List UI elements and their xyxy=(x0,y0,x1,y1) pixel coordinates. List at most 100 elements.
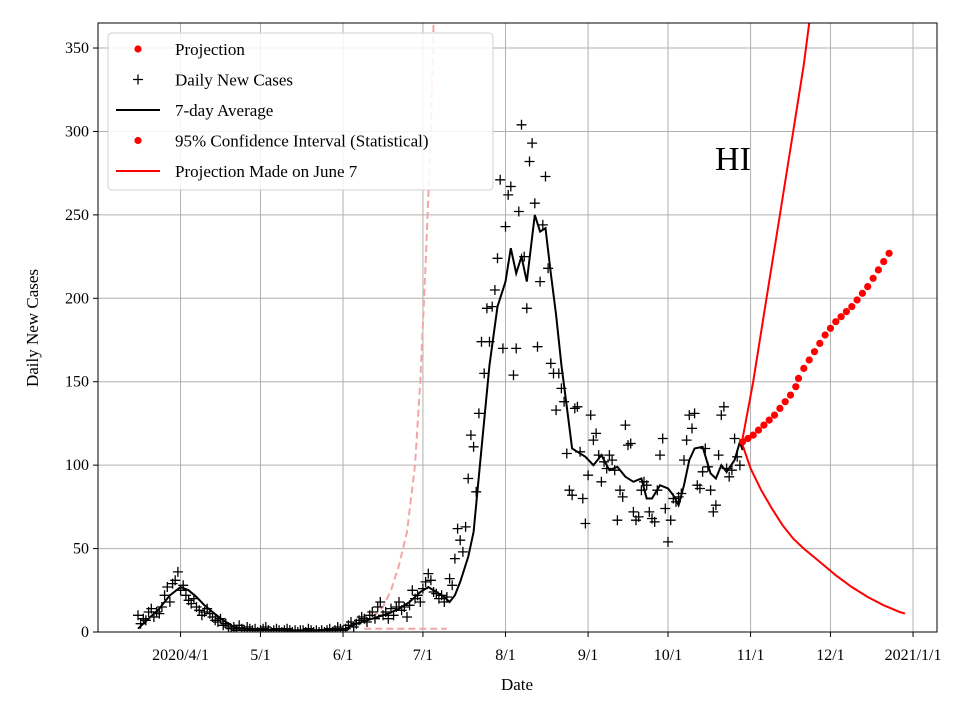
legend-marker-plus xyxy=(133,74,143,85)
legend-label: 95% Confidence Interval (Statistical) xyxy=(175,132,429,151)
state-annotation: HI xyxy=(715,141,751,178)
daily-case-point xyxy=(625,438,636,449)
daily-case-point xyxy=(487,301,498,312)
legend: Projection Daily New Cases 7-day Average 95… xyxy=(107,32,494,191)
daily-case-point xyxy=(697,466,708,477)
daily-case-point xyxy=(663,536,673,547)
x-tick-label: 2021/1/1 xyxy=(885,647,942,664)
daily-case-point xyxy=(521,303,532,314)
daily-case-point xyxy=(716,410,727,421)
daily-case-point xyxy=(734,460,745,471)
y-tick-label: 300 xyxy=(65,123,89,140)
daily-case-point xyxy=(583,470,594,481)
daily-case-point xyxy=(218,620,229,631)
y-tick-label: 250 xyxy=(65,207,89,224)
daily-case-point xyxy=(287,627,298,632)
daily-case-point xyxy=(457,546,468,557)
daily-case-point xyxy=(649,516,660,527)
y-tick-label: 100 xyxy=(65,457,89,474)
daily-case-point xyxy=(154,608,165,619)
seven-day-average-line xyxy=(137,214,744,632)
daily-case-point xyxy=(375,597,386,607)
x-tick-label: 8/1 xyxy=(495,647,515,664)
daily-case-point xyxy=(612,515,623,526)
projection-point xyxy=(794,374,803,382)
daily-case-point xyxy=(415,597,426,607)
daily-case-point xyxy=(561,448,572,459)
projection-point xyxy=(770,411,779,419)
plot-series xyxy=(133,23,906,632)
daily-case-point xyxy=(729,433,740,444)
daily-case-point xyxy=(495,174,506,185)
projection-point xyxy=(885,249,893,257)
projection-point xyxy=(837,313,845,321)
daily-case-point xyxy=(308,627,319,632)
y-tick-label: 0 xyxy=(81,624,89,641)
projection-point xyxy=(754,426,763,434)
daily-case-point xyxy=(460,521,471,532)
daily-case-point xyxy=(718,401,729,412)
projection-point xyxy=(858,289,867,297)
daily-case-point xyxy=(500,221,511,232)
daily-case-point xyxy=(633,511,644,522)
plot-frame xyxy=(97,22,938,633)
daily-case-point xyxy=(660,503,671,514)
daily-case-point xyxy=(314,627,325,632)
x-tick-label: 5/1 xyxy=(250,647,270,664)
daily-case-point xyxy=(481,303,492,314)
daily-case-point xyxy=(455,535,466,546)
daily-case-point xyxy=(655,450,665,461)
daily-case-point xyxy=(492,253,503,264)
daily-case-point xyxy=(444,573,455,584)
daily-case-point xyxy=(607,455,618,466)
daily-case-point xyxy=(407,585,418,596)
ci-upper-line xyxy=(741,23,811,439)
daily-case-point xyxy=(689,408,700,419)
projection-point xyxy=(853,296,861,304)
daily-case-point xyxy=(591,428,602,439)
daily-case-point xyxy=(465,430,476,441)
x-tick-label: 12/1 xyxy=(816,647,844,664)
daily-case-point xyxy=(242,622,253,632)
daily-case-point xyxy=(383,613,394,624)
projection-point xyxy=(776,404,784,412)
legend-marker-dot xyxy=(134,45,142,53)
daily-case-point xyxy=(588,435,599,446)
daily-case-point xyxy=(580,518,591,529)
y-axis-label: Daily New Cases xyxy=(23,269,42,387)
x-tick-label: 6/1 xyxy=(333,647,353,664)
projection-point xyxy=(869,274,877,282)
daily-case-point xyxy=(505,181,516,192)
daily-case-point xyxy=(559,396,570,407)
projection-point xyxy=(810,348,819,356)
daily-case-point xyxy=(708,506,719,517)
daily-case-point xyxy=(473,408,484,419)
daily-case-point xyxy=(146,603,157,614)
daily-case-point xyxy=(700,443,711,454)
daily-case-point xyxy=(620,420,631,431)
daily-case-point xyxy=(425,575,436,586)
x-tick-label: 10/1 xyxy=(654,647,682,664)
daily-case-point xyxy=(423,568,434,579)
daily-case-point xyxy=(665,515,676,526)
daily-case-point xyxy=(537,219,548,230)
daily-case-point xyxy=(162,582,173,592)
daily-case-point xyxy=(644,506,655,517)
daily-case-point xyxy=(529,198,540,209)
daily-case-point xyxy=(271,623,282,632)
daily-case-point xyxy=(276,627,287,632)
daily-case-point xyxy=(705,485,716,496)
daily-case-point xyxy=(524,156,535,167)
projection-point xyxy=(821,331,829,339)
daily-case-point xyxy=(710,500,721,511)
daily-case-point xyxy=(585,410,596,421)
daily-case-point xyxy=(452,523,463,534)
axes: 2020/4/1 5/1 6/1 7/1 8/1 9/1 10/1 11/1 12/1 2021/… xyxy=(65,22,942,664)
daily-case-point xyxy=(687,423,697,434)
daily-case-point xyxy=(367,607,378,617)
daily-case-point xyxy=(463,473,474,484)
daily-case-point xyxy=(681,435,692,446)
daily-case-point xyxy=(133,610,143,621)
daily-case-point xyxy=(679,455,689,466)
daily-case-point xyxy=(628,506,639,517)
